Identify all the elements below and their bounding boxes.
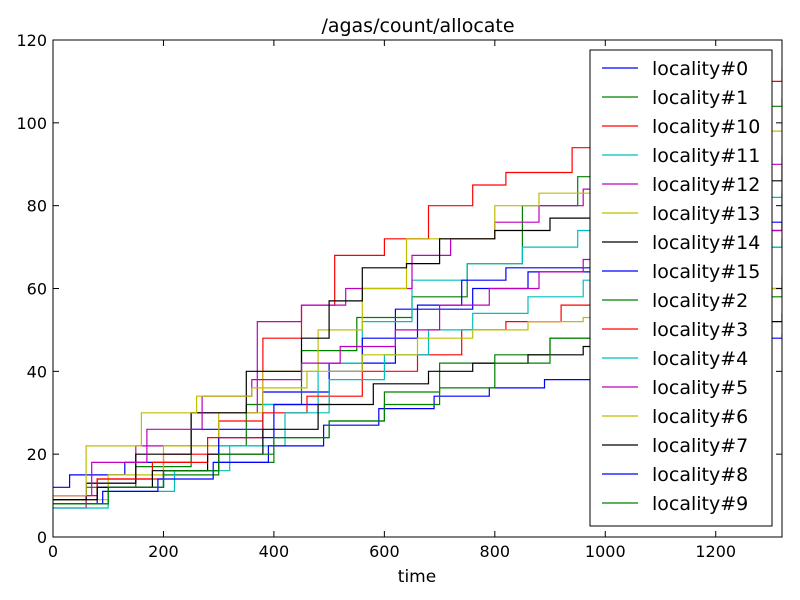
y-tick-label: 20: [27, 445, 47, 464]
x-axis-label: time: [398, 567, 436, 587]
legend-label: locality#2: [652, 290, 748, 312]
x-tick-label: 200: [148, 542, 179, 561]
legend-box: [589, 49, 773, 527]
x-tick-label: 0: [48, 542, 58, 561]
legend-label: locality#8: [652, 464, 748, 486]
legend-label: locality#7: [652, 435, 748, 457]
legend-label: locality#6: [652, 406, 748, 428]
y-tick-label: 0: [37, 528, 47, 547]
y-tick-label: 40: [27, 362, 47, 381]
chart-title: /agas/count/allocate: [321, 15, 514, 37]
legend-label: locality#12: [652, 174, 760, 196]
x-tick-label: 600: [369, 542, 400, 561]
legend-label: locality#5: [652, 377, 748, 399]
legend-label: locality#15: [652, 261, 760, 283]
legend: locality#0 locality#1 locality#10 locality#…: [589, 49, 773, 527]
legend-label: locality#0: [652, 58, 748, 80]
legend-label: locality#13: [652, 203, 760, 225]
legend-label: locality#14: [652, 232, 760, 254]
y-tick-label: 120: [16, 31, 47, 50]
y-tick-label: 60: [27, 280, 47, 299]
y-tick-label: 100: [16, 114, 47, 133]
legend-label: locality#10: [652, 116, 760, 138]
x-axis: 0 200 400 600 800 1000 1200: [48, 40, 736, 561]
legend-label: locality#1: [652, 87, 748, 109]
x-tick-label: 800: [480, 542, 511, 561]
legend-label: locality#3: [652, 319, 748, 341]
legend-label: locality#4: [652, 348, 748, 370]
legend-label: locality#9: [652, 493, 748, 515]
y-axis: 0 20 40 60 80 100 120: [16, 31, 782, 547]
y-tick-label: 80: [27, 197, 47, 216]
x-tick-label: 1200: [695, 542, 736, 561]
legend-label: locality#11: [652, 145, 760, 167]
x-tick-label: 400: [259, 542, 290, 561]
x-tick-label: 1000: [585, 542, 626, 561]
